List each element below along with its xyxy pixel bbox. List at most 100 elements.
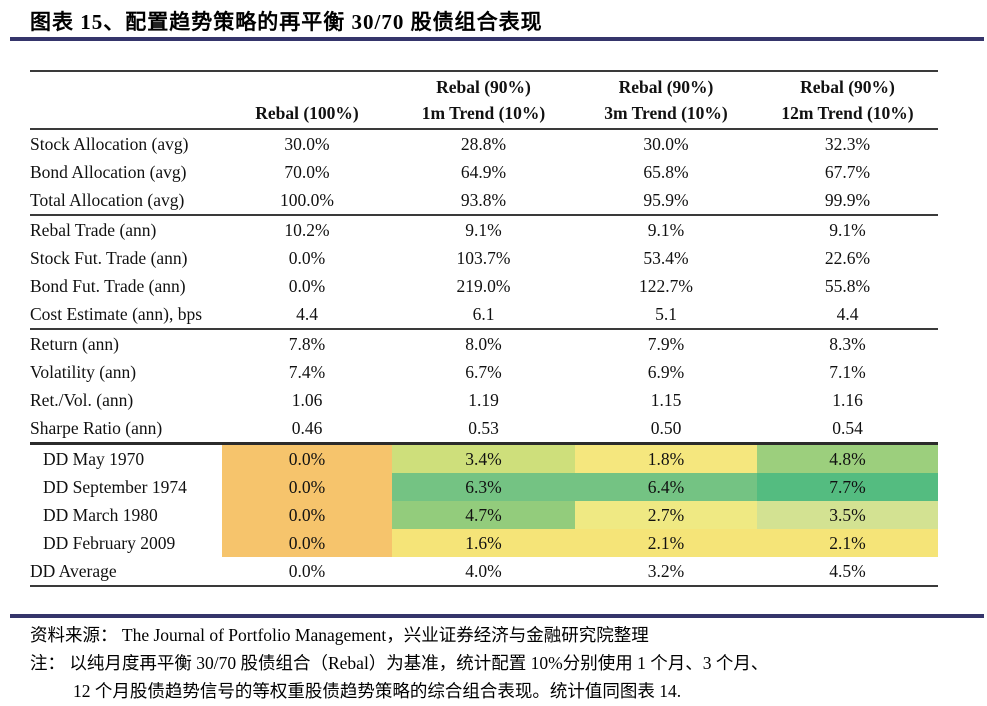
cell-value: 7.9%	[647, 333, 685, 354]
row-label: Return (ann)	[30, 333, 119, 354]
row-label: Bond Fut. Trade (ann)	[30, 275, 186, 296]
table-row: Bond Fut. Trade (ann) 0.0% 219.0% 122.7% 55.…	[30, 272, 938, 300]
table-row: DD May 1970 0.0% 3.4% 1.8% 4.8%	[30, 445, 938, 473]
cell-value: 3.5%	[757, 501, 938, 529]
header-col-12m-trend: Rebal (90%) 12m Trend (10%)	[757, 72, 938, 128]
row-label: DD May 1970	[43, 448, 145, 469]
cell-value: 70.0%	[284, 161, 330, 182]
row-label: DD Average	[30, 560, 117, 581]
cell-value: 8.3%	[829, 333, 866, 354]
figure-title: 图表 15、配置趋势策略的再平衡 30/70 股债组合表现	[30, 10, 543, 34]
cell-value: 6.9%	[647, 361, 685, 382]
title-divider-rule	[10, 37, 984, 41]
cell-value: 22.6%	[824, 247, 871, 268]
row-label: Rebal Trade (ann)	[30, 219, 157, 240]
cell-value: 1.16	[832, 389, 863, 410]
footer-divider-rule	[10, 614, 984, 618]
row-label: Sharpe Ratio (ann)	[30, 417, 163, 438]
cell-value: 0.54	[832, 417, 863, 438]
cell-value: 65.8%	[643, 161, 689, 182]
cell-value: 64.9%	[460, 161, 507, 182]
cell-value: 30.0%	[643, 133, 689, 154]
cell-value: 0.0%	[288, 247, 326, 268]
cell-value: 0.46	[291, 417, 323, 438]
table-body: Stock Allocation (avg) 30.0% 28.8% 30.0% 32.…	[30, 130, 938, 587]
cell-value: 9.1%	[465, 219, 502, 240]
cell-value: 32.3%	[824, 133, 871, 154]
cell-value: 4.4	[836, 303, 859, 324]
cell-value: 7.8%	[288, 333, 326, 354]
cell-value: 9.1%	[829, 219, 866, 240]
header-line1: Rebal (90%)	[618, 77, 714, 97]
cell-value: 2.1%	[757, 529, 938, 557]
cell-value: 1.06	[291, 389, 323, 410]
row-label: Bond Allocation (avg)	[30, 161, 187, 182]
note-line-1: 注： 以纯月度再平衡 30/70 股债组合（Rebal）为基准，统计配置 10%…	[30, 653, 769, 673]
header-line1: Rebal (90%)	[436, 77, 531, 97]
table-row: Volatility (ann) 7.4% 6.7% 6.9% 7.1%	[30, 358, 938, 386]
cell-value: 0.50	[650, 417, 682, 438]
cell-value: 2.7%	[575, 501, 757, 529]
cell-value: 3.2%	[647, 560, 685, 581]
row-label: Volatility (ann)	[30, 361, 137, 382]
row-label: DD March 1980	[43, 504, 158, 525]
performance-table: Rebal (100%) Rebal (90%) 1m Trend (10%) …	[30, 70, 938, 587]
header-empty	[30, 72, 222, 128]
cell-value: 4.5%	[829, 560, 866, 581]
cell-value: 6.4%	[575, 473, 757, 501]
table-row: Bond Allocation (avg) 70.0% 64.9% 65.8% 67.7…	[30, 158, 938, 186]
cell-value: 1.19	[468, 389, 499, 410]
cell-value: 3.4%	[392, 445, 575, 473]
cell-value: 8.0%	[465, 333, 502, 354]
cell-value: 53.4%	[643, 247, 689, 268]
cell-value: 0.53	[468, 417, 499, 438]
cell-value: 6.7%	[465, 361, 502, 382]
source-note: 资料来源： The Journal of Portfolio Managemen…	[30, 625, 649, 645]
table-row: DD February 2009 0.0% 1.6% 2.1% 2.1%	[30, 529, 938, 557]
table-row: DD March 1980 0.0% 4.7% 2.7% 3.5%	[30, 501, 938, 529]
cell-value: 0.0%	[222, 445, 392, 473]
table-row: Total Allocation (avg) 100.0% 93.8% 95.9% 99…	[30, 186, 938, 216]
cell-value: 0.0%	[222, 529, 392, 557]
cell-value: 219.0%	[456, 275, 511, 296]
cell-value: 30.0%	[284, 133, 330, 154]
cell-value: 5.1	[655, 303, 677, 324]
cell-value: 103.7%	[456, 247, 511, 268]
header-line2: Rebal (100%)	[255, 103, 359, 123]
row-label: Ret./Vol. (ann)	[30, 389, 134, 410]
table-row: Sharpe Ratio (ann) 0.46 0.53 0.50 0.54	[30, 414, 938, 445]
table-row: Ret./Vol. (ann) 1.06 1.19 1.15 1.16	[30, 386, 938, 414]
cell-value: 1.6%	[392, 529, 575, 557]
cell-value: 4.0%	[465, 560, 502, 581]
cell-value: 9.1%	[647, 219, 685, 240]
cell-value: 6.1	[472, 303, 495, 324]
cell-value: 7.1%	[829, 361, 866, 382]
cell-value: 99.9%	[824, 189, 871, 210]
cell-value: 93.8%	[460, 189, 507, 210]
table-row: Return (ann) 7.8% 8.0% 7.9% 8.3%	[30, 330, 938, 358]
cell-value: 2.1%	[575, 529, 757, 557]
row-label: Stock Allocation (avg)	[30, 133, 189, 154]
row-label: Total Allocation (avg)	[30, 189, 185, 210]
table-header-row: Rebal (100%) Rebal (90%) 1m Trend (10%) …	[30, 70, 938, 130]
table-row: DD Average 0.0% 4.0% 3.2% 4.5%	[30, 557, 938, 587]
cell-value: 7.7%	[757, 473, 938, 501]
cell-value: 0.0%	[288, 560, 326, 581]
cell-value: 4.4	[296, 303, 318, 324]
cell-value: 28.8%	[460, 133, 507, 154]
header-line2: 3m Trend (10%)	[604, 103, 728, 123]
row-label: DD September 1974	[43, 476, 187, 497]
cell-value: 1.8%	[575, 445, 757, 473]
cell-value: 0.0%	[222, 473, 392, 501]
cell-value: 0.0%	[288, 275, 326, 296]
row-label: Stock Fut. Trade (ann)	[30, 247, 188, 268]
header-line1: Rebal (90%)	[800, 77, 895, 97]
table-row: DD September 1974 0.0% 6.3% 6.4% 7.7%	[30, 473, 938, 501]
note-line-2: 12 个月股债趋势信号的等权重股债趋势策略的综合组合表现。统计值同图表 14.	[73, 681, 682, 701]
header-col-rebal100: Rebal (100%)	[222, 72, 392, 128]
header-col-3m-trend: Rebal (90%) 3m Trend (10%)	[575, 72, 757, 128]
cell-value: 100.0%	[280, 189, 334, 210]
cell-value: 67.7%	[824, 161, 871, 182]
header-line2: 12m Trend (10%)	[781, 103, 914, 123]
cell-value: 1.15	[650, 389, 682, 410]
